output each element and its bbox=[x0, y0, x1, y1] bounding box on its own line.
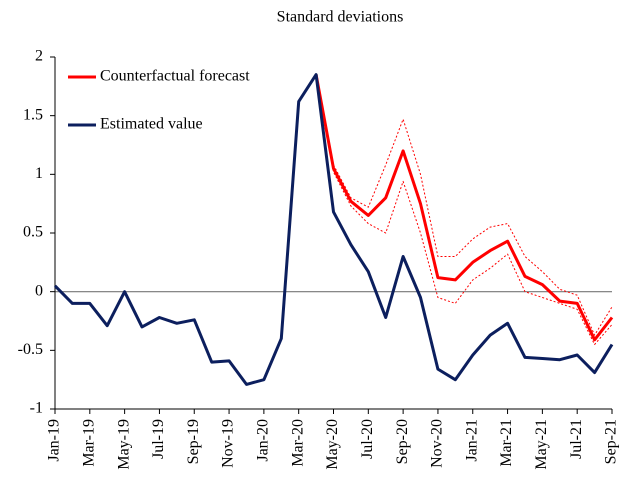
series-line bbox=[314, 74, 614, 342]
band-line bbox=[315, 74, 613, 336]
legend-label: Counterfactual forecast bbox=[100, 68, 250, 85]
x-tick-label: Mar-21 bbox=[498, 419, 515, 467]
y-tick-label: 1.5 bbox=[23, 106, 43, 123]
y-tick-label: 0 bbox=[35, 282, 43, 299]
band-line bbox=[315, 74, 613, 345]
x-tick-label: May-19 bbox=[115, 419, 132, 470]
x-tick-label: Nov-20 bbox=[429, 419, 446, 468]
x-tick-label: Mar-20 bbox=[289, 419, 306, 467]
chart-title: Standard deviations bbox=[277, 9, 404, 26]
x-tick-label: Nov-19 bbox=[220, 419, 237, 468]
x-tick-label: Jul-20 bbox=[359, 419, 376, 459]
x-tick-label: Jan-21 bbox=[463, 419, 480, 462]
y-tick-label: 2 bbox=[35, 48, 43, 65]
x-tick-label: Sep-19 bbox=[185, 419, 202, 464]
x-tick-label: Jul-19 bbox=[150, 419, 167, 459]
x-tick-label: Jan-20 bbox=[255, 419, 272, 462]
x-tick-label: May-21 bbox=[533, 419, 550, 470]
y-tick-label: 1 bbox=[35, 165, 43, 182]
x-tick-label: Jan-19 bbox=[46, 419, 63, 462]
legend-label: Estimated value bbox=[100, 116, 203, 133]
x-tick-label: Sep-21 bbox=[603, 419, 620, 464]
y-tick-label: 0.5 bbox=[23, 224, 43, 241]
y-tick-label: -0.5 bbox=[18, 341, 43, 358]
x-tick-label: May-20 bbox=[324, 419, 341, 470]
series-line bbox=[53, 73, 614, 386]
y-tick-label: -1 bbox=[30, 400, 43, 417]
x-tick-label: Mar-19 bbox=[80, 419, 97, 467]
x-tick-label: Jul-21 bbox=[568, 419, 585, 459]
x-tick-label: Sep-20 bbox=[394, 419, 411, 464]
